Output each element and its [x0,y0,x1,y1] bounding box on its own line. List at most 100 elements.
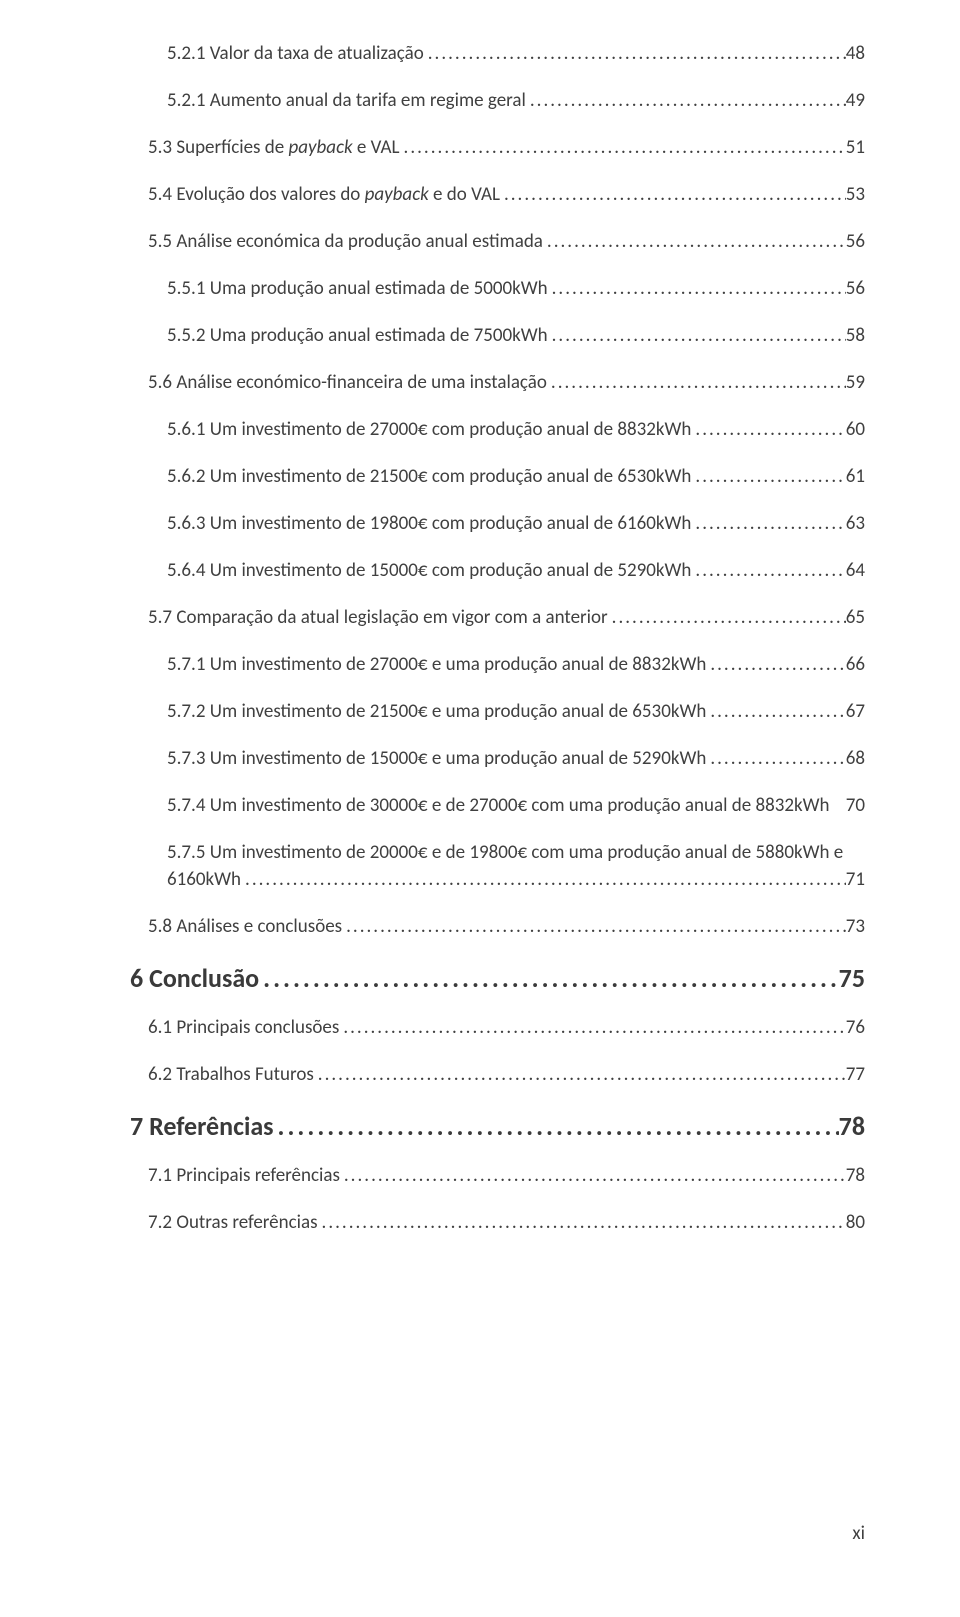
toc-entry: 5.6.4 Um investimento de 15000€ com prod… [130,559,865,582]
toc-entry: 5.7.5 Um investimento de 20000€ e de 198… [130,841,865,891]
toc-page-number: 75 [839,962,865,994]
toc-label-continuation: 6160kWh [167,868,241,891]
toc-entry: 5.5 Análise económica da produção anual … [130,230,865,253]
toc-leader [526,89,846,112]
toc-entry: 5.6.2 Um investimento de 21500€ com prod… [130,465,865,488]
toc-leader [339,1016,845,1039]
toc-entry: 5.8 Análises e conclusões 73 [130,915,865,938]
toc-label: 5.7.3 Um investimento de 15000€ e uma pr… [167,747,706,770]
toc-label: 5.2.1 Valor da taxa de atualização [167,42,424,65]
toc-entry: 5.6.3 Um investimento de 19800€ com prod… [130,512,865,535]
toc-entry: 5.2.1 Aumento anual da tarifa em regime … [130,89,865,112]
toc-label: 5.6 Análise económico-financeira de uma … [148,371,547,394]
toc-leader [424,42,846,65]
toc-label: 5.5.2 Uma produção anual estimada de 750… [167,324,548,347]
toc-page-number: 61 [846,465,865,488]
toc-leader [241,868,846,891]
toc-page-number: 60 [846,418,865,441]
toc-page-number: 80 [846,1211,865,1234]
toc-entry: 5.5.1 Uma produção anual estimada de 500… [130,277,865,300]
toc-entry: 6 Conclusão 75 [130,962,865,994]
toc-entry: 5.5.2 Uma produção anual estimada de 750… [130,324,865,347]
toc-label: 6 Conclusão [130,962,259,994]
toc-page-number: 49 [846,89,865,112]
toc-page-number: 51 [846,136,865,159]
toc-leader [706,747,845,770]
toc-label: 5.6.4 Um investimento de 15000€ com prod… [167,559,691,582]
toc-leader [274,1110,839,1142]
toc-page-number: 56 [846,277,865,300]
toc-page-number: 73 [846,915,865,938]
toc-entry: 5.7.2 Um investimento de 21500€ e uma pr… [130,700,865,723]
toc-page-number: 68 [846,747,865,770]
toc-leader [342,915,846,938]
toc-leader [706,700,845,723]
toc-label: 5.8 Análises e conclusões [148,915,342,938]
toc-page-number: 71 [846,868,865,891]
toc-label: 5.5.1 Uma produção anual estimada de 500… [167,277,548,300]
toc-entry: 6.2 Trabalhos Futuros 77 [130,1063,865,1086]
toc-leader [691,465,845,488]
toc-entry: 7.2 Outras referências 80 [130,1211,865,1234]
toc-entry: 6.1 Principais conclusões 76 [130,1016,865,1039]
toc-leader [543,230,846,253]
toc-label: 5.4 Evolução dos valores do payback e do… [148,183,500,206]
toc-entry: 5.4 Evolução dos valores do payback e do… [130,183,865,206]
toc-label: 5.7.4 Um investimento de 30000€ e de 270… [167,794,830,817]
toc-entry: 5.7.3 Um investimento de 15000€ e uma pr… [130,747,865,770]
toc-label: 5.6.1 Um investimento de 27000€ com prod… [167,418,691,441]
toc-page-number: 64 [846,559,865,582]
toc-label: 6.1 Principais conclusões [148,1016,339,1039]
toc-leader [691,418,845,441]
toc-page-number: 53 [846,183,865,206]
toc-leader [548,324,846,347]
toc-page-number: 70 [846,794,865,817]
toc-page-number: 65 [846,606,865,629]
toc-page-number: 78 [839,1110,865,1142]
toc-leader [706,653,845,676]
toc-leader [400,136,846,159]
page-number-footer: xi [852,1522,865,1545]
toc-label: 5.2.1 Aumento anual da tarifa em regime … [167,89,526,112]
toc-label: 6.2 Trabalhos Futuros [148,1063,314,1086]
toc-leader [691,559,845,582]
toc-leader [691,512,845,535]
table-of-contents: 5.2.1 Valor da taxa de atualização485.2.… [130,42,865,1234]
toc-entry: 5.7.4 Um investimento de 30000€ e de 270… [130,794,865,817]
toc-label: 7 Referências [130,1110,274,1142]
toc-leader [500,183,846,206]
toc-entry: 5.7 Comparação da atual legislação em vi… [130,606,865,629]
toc-entry: 5.3 Superfícies de payback e VAL 51 [130,136,865,159]
toc-page-number: 58 [846,324,865,347]
toc-entry: 5.6.1 Um investimento de 27000€ com prod… [130,418,865,441]
toc-label: 5.7.5 Um investimento de 20000€ e de 198… [167,841,865,864]
toc-page-number: 78 [846,1164,865,1187]
toc-label: 7.2 Outras referências [148,1211,318,1234]
toc-page-number: 66 [846,653,865,676]
toc-label: 7.1 Principais referências [148,1164,340,1187]
toc-entry: 5.7.1 Um investimento de 27000€ e uma pr… [130,653,865,676]
document-page: 5.2.1 Valor da taxa de atualização485.2.… [0,0,960,1617]
toc-label: 5.7.2 Um investimento de 21500€ e uma pr… [167,700,706,723]
toc-label: 5.5 Análise económica da produção anual … [148,230,543,253]
toc-entry: 7 Referências 78 [130,1110,865,1142]
toc-leader [318,1211,846,1234]
toc-page-number: 48 [846,42,865,65]
toc-page-number: 77 [846,1063,865,1086]
toc-label: 5.7.1 Um investimento de 27000€ e uma pr… [167,653,706,676]
toc-label: 5.3 Superfícies de payback e VAL [148,136,400,159]
toc-leader [608,606,846,629]
toc-page-number: 63 [846,512,865,535]
toc-leader [547,371,846,394]
toc-leader [340,1164,846,1187]
toc-entry: 5.6 Análise económico-financeira de uma … [130,371,865,394]
toc-entry: 5.2.1 Valor da taxa de atualização 48 [130,42,865,65]
toc-label: 5.7 Comparação da atual legislação em vi… [148,606,608,629]
toc-page-number: 59 [846,371,865,394]
toc-entry: 7.1 Principais referências 78 [130,1164,865,1187]
toc-leader [548,277,846,300]
toc-page-number: 76 [846,1016,865,1039]
toc-label: 5.6.2 Um investimento de 21500€ com prod… [167,465,691,488]
toc-leader [259,962,838,994]
toc-leader [314,1063,846,1086]
